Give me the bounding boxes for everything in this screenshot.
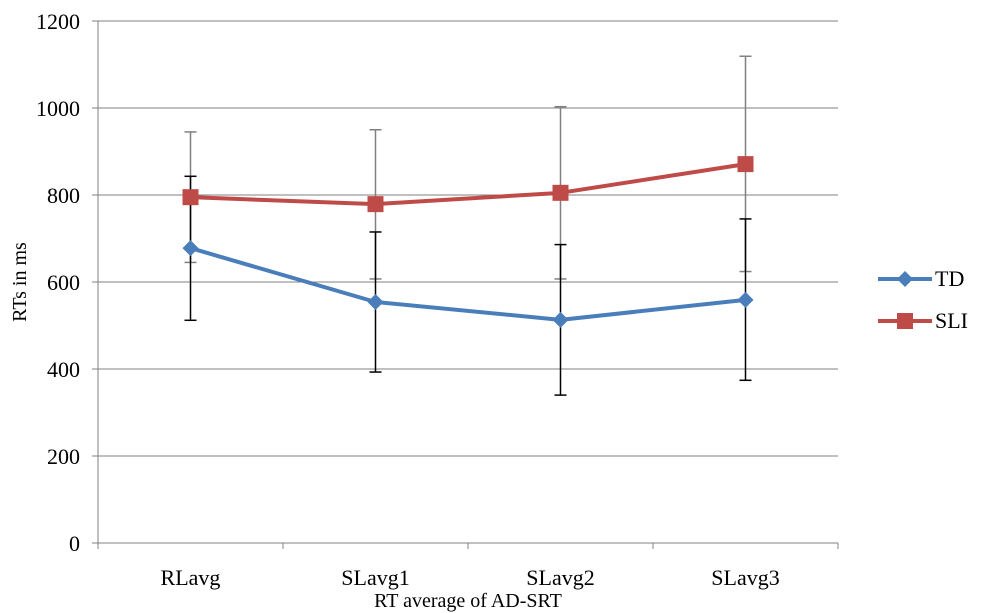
data-point-sli bbox=[367, 196, 384, 213]
y-tick-label: 1000 bbox=[36, 96, 80, 121]
legend-marker-td bbox=[897, 271, 913, 287]
error-bars bbox=[184, 55, 752, 396]
y-tick-label: 200 bbox=[47, 444, 80, 469]
series-line-td bbox=[189, 246, 746, 322]
data-point-sli bbox=[737, 156, 754, 173]
data-point-sli bbox=[552, 184, 569, 201]
x-tick-label: SLavg2 bbox=[526, 565, 594, 590]
y-tick-label: 1200 bbox=[36, 9, 80, 34]
x-axis-title: RT average of AD-SRT bbox=[374, 590, 562, 612]
data-point-td bbox=[182, 240, 199, 257]
data-point-td bbox=[367, 294, 384, 311]
y-tick-label: 600 bbox=[47, 270, 80, 295]
legend-label-td: TD bbox=[935, 266, 964, 291]
x-axis-ticks: RLavg SLavg1 SLavg2 SLavg3 bbox=[97, 543, 839, 590]
legend-label-sli: SLI bbox=[935, 308, 968, 333]
x-tick-label: SLavg1 bbox=[341, 565, 409, 590]
series-lines bbox=[189, 162, 746, 322]
x-tick-label: RLavg bbox=[161, 565, 221, 590]
series-line-sli bbox=[190, 162, 746, 207]
legend: TD SLI bbox=[878, 266, 968, 333]
data-point-td bbox=[737, 291, 754, 308]
data-point-td bbox=[552, 311, 569, 328]
series-markers bbox=[182, 156, 754, 328]
data-point-sli bbox=[182, 189, 199, 206]
y-tick-label: 400 bbox=[47, 357, 80, 382]
y-axis-ticks: 0 200 400 600 800 1000 1200 bbox=[36, 9, 98, 556]
y-axis-title: RTs in ms bbox=[9, 242, 31, 322]
x-tick-label: SLavg3 bbox=[711, 565, 779, 590]
y-tick-label: 0 bbox=[69, 531, 80, 556]
legend-marker-sli bbox=[897, 313, 913, 329]
y-tick-label: 800 bbox=[47, 183, 80, 208]
gridlines bbox=[98, 20, 838, 457]
